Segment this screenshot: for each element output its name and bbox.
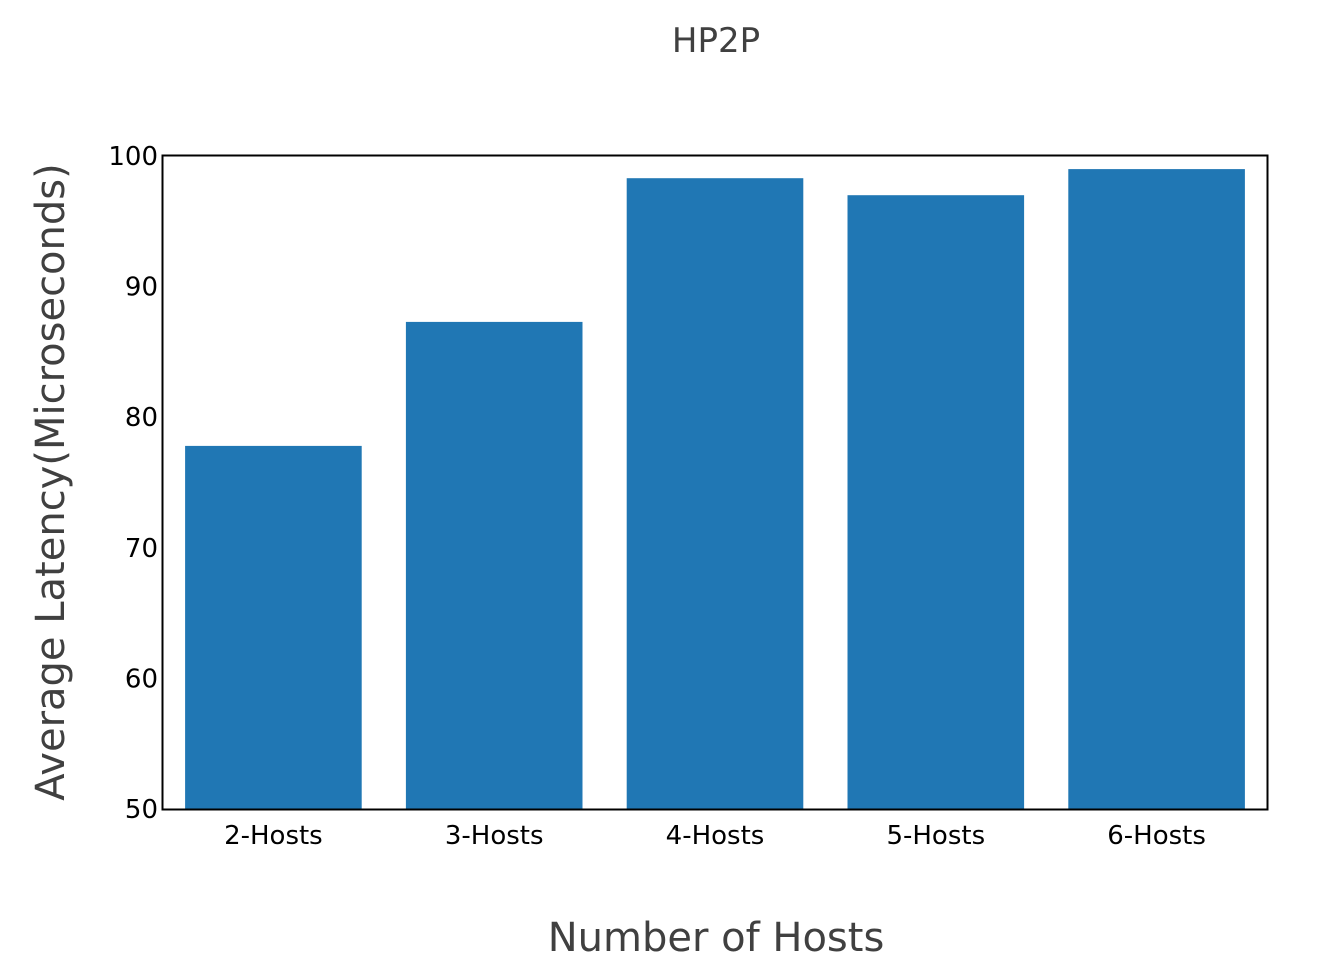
bar-2-hosts <box>185 445 362 809</box>
x-tick-label: 2-Hosts <box>224 821 323 851</box>
x-tick-label: 4-Hosts <box>666 821 765 851</box>
bars-group <box>185 169 1245 810</box>
x-tick-label: 5-Hosts <box>886 821 985 851</box>
y-tick-label: 60 <box>125 664 158 694</box>
y-tick-label: 70 <box>125 534 158 564</box>
y-tick-label: 50 <box>125 795 158 825</box>
y-axis-label: Average Latency(Microseconds) <box>28 163 74 800</box>
x-tick-label: 3-Hosts <box>445 821 544 851</box>
bar-3-hosts <box>405 321 583 809</box>
x-tick-label: 6-Hosts <box>1107 821 1206 851</box>
y-tick-label: 80 <box>125 403 158 433</box>
chart-title: HP2P <box>672 21 760 61</box>
bar-5-hosts <box>847 195 1025 809</box>
bar-4-hosts <box>626 178 804 809</box>
y-axis-ticks: 50 60 70 80 90 100 <box>108 142 158 825</box>
y-tick-label: 100 <box>108 142 158 172</box>
y-tick-label: 90 <box>125 273 158 303</box>
x-axis-ticks: 2-Hosts 3-Hosts 4-Hosts 5-Hosts 6-Hosts <box>224 821 1206 851</box>
bar-6-hosts <box>1068 169 1245 810</box>
plot-frame <box>161 154 1269 811</box>
x-axis-label: Number of Hosts <box>548 915 885 961</box>
